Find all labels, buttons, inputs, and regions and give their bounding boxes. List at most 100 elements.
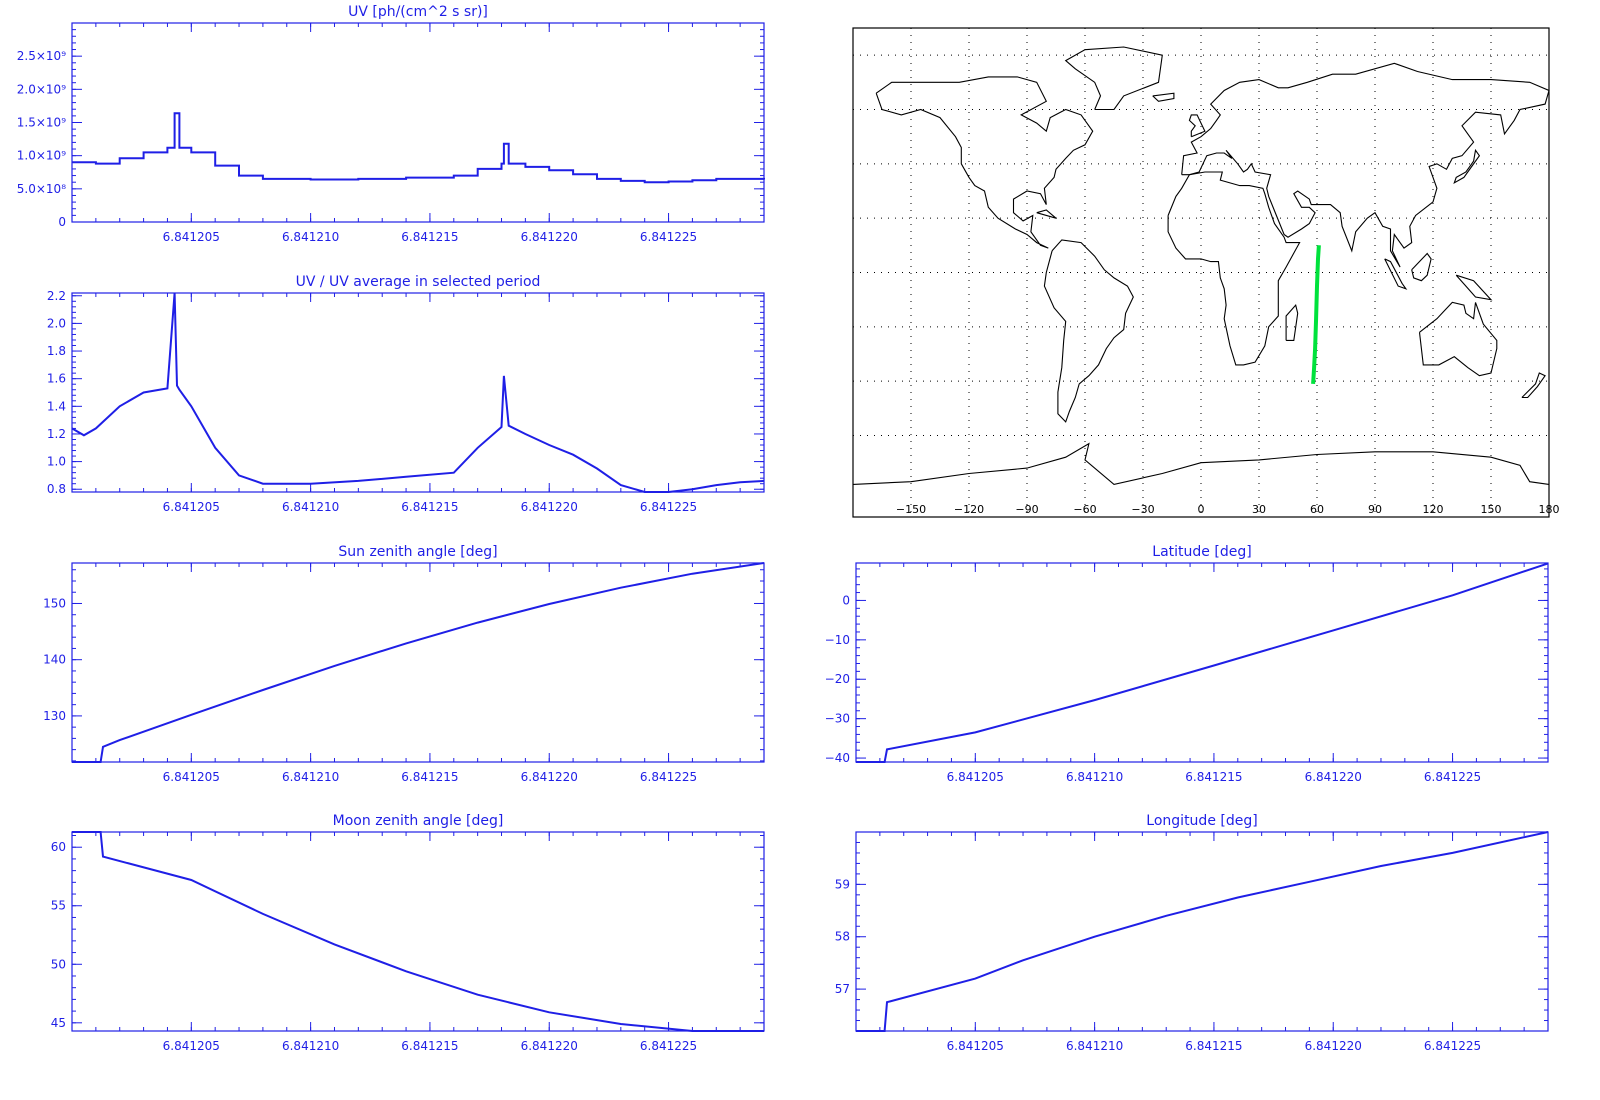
x-tick-label: 6.841220 [521, 770, 578, 784]
x-tick-label: 6.841220 [521, 500, 578, 514]
y-tick-label: 150 [43, 596, 66, 610]
y-tick-label: 0 [58, 215, 66, 229]
coastline [1188, 114, 1206, 138]
series-line [72, 112, 765, 184]
x-tick-label: 6.841220 [521, 1039, 578, 1053]
y-tick-label: −10 [825, 633, 850, 647]
x-tick-label: 6.841225 [640, 770, 697, 784]
y-tick-label: 1.6 [47, 372, 66, 386]
coastline [875, 76, 1094, 249]
plot-frame [71, 292, 765, 493]
map-longitude-label: 90 [1368, 503, 1382, 516]
x-tick-label: 6.841210 [282, 500, 339, 514]
x-tick-label: 6.841220 [1305, 770, 1362, 784]
chart-title: Moon zenith angle [deg] [333, 813, 504, 829]
y-tick-label: 1.0×10⁹ [17, 149, 66, 163]
x-tick-label: 6.841220 [521, 230, 578, 244]
map-longitude-label: 30 [1252, 503, 1266, 516]
y-tick-label: 2.2 [47, 289, 66, 303]
x-tick-label: 6.841210 [1066, 770, 1123, 784]
plot-frame [855, 562, 1549, 763]
plot-frame [71, 562, 765, 763]
y-tick-label: 1.0 [47, 455, 66, 469]
x-tick-label: 6.841210 [282, 1039, 339, 1053]
coastline [1152, 92, 1175, 102]
coastline [1521, 372, 1546, 399]
series-line [856, 562, 1549, 763]
plot-frame [71, 831, 765, 1032]
coastline [1036, 209, 1057, 219]
x-tick-label: 6.841225 [1424, 770, 1481, 784]
y-tick-label: 60 [51, 840, 66, 854]
y-tick-label: 2.0 [47, 316, 66, 330]
y-tick-label: 59 [835, 877, 850, 891]
y-tick-label: 140 [43, 653, 66, 667]
y-tick-label: −30 [825, 712, 850, 726]
x-tick-label: 6.841205 [163, 230, 220, 244]
y-tick-label: −20 [825, 672, 850, 686]
chart-title: UV / UV average in selected period [296, 274, 541, 290]
y-tick-label: 45 [51, 1016, 66, 1030]
map-longitude-label: −90 [1015, 503, 1038, 516]
x-tick-label: 6.841215 [401, 1039, 458, 1053]
coastline [1181, 62, 1550, 268]
map-longitude-label: 0 [1198, 503, 1205, 516]
y-tick-label: 57 [835, 982, 850, 996]
series-line [72, 562, 765, 763]
chart-title: Latitude [deg] [1152, 544, 1251, 560]
y-tick-label: 0.8 [47, 482, 66, 496]
x-tick-label: 6.841215 [401, 500, 458, 514]
x-tick-label: 6.841210 [282, 770, 339, 784]
y-tick-label: 50 [51, 957, 66, 971]
x-tick-label: 6.841205 [947, 770, 1004, 784]
coastline [1418, 301, 1498, 377]
map-longitude-label: −150 [896, 503, 926, 516]
y-tick-label: 1.2 [47, 427, 66, 441]
chart-panel-1: UV [ph/(cm^2 s sr)] 6.841205 6.841210 6.841… [17, 4, 765, 244]
y-tick-label: 2.5×10⁹ [17, 49, 66, 63]
x-tick-label: 6.841225 [1424, 1039, 1481, 1053]
x-tick-label: 6.841210 [282, 230, 339, 244]
chart-panel-2: UV / UV average in selected period 6.8412… [47, 274, 765, 514]
series-line [71, 292, 765, 493]
y-tick-label: −40 [825, 751, 850, 765]
chart-panel-5: Moon zenith angle [deg] 6.841205 6.841210 6… [51, 813, 765, 1053]
x-tick-label: 6.841205 [163, 770, 220, 784]
map-longitude-label: −120 [954, 503, 984, 516]
map-longitude-label: 150 [1481, 503, 1502, 516]
coastline [852, 442, 1550, 485]
y-tick-label: 1.5×10⁹ [17, 116, 66, 130]
x-tick-label: 6.841215 [1185, 770, 1242, 784]
map-frame [852, 27, 1550, 518]
x-tick-label: 6.841205 [947, 1039, 1004, 1053]
coastline [1384, 258, 1408, 290]
coastline [1453, 148, 1481, 184]
x-tick-label: 6.841225 [640, 1039, 697, 1053]
x-tick-label: 6.841205 [163, 500, 220, 514]
chart-title: Sun zenith angle [deg] [338, 544, 497, 560]
chart-title: Longitude [deg] [1146, 813, 1257, 829]
x-tick-label: 6.841210 [1066, 1039, 1123, 1053]
chart-title: UV [ph/(cm^2 s sr)] [348, 4, 488, 20]
plot-frame [855, 831, 1549, 1032]
y-tick-label: 130 [43, 709, 66, 723]
coastlines [852, 46, 1550, 485]
y-tick-label: 55 [51, 899, 66, 913]
x-tick-label: 6.841225 [640, 230, 697, 244]
map-longitude-label: 120 [1423, 503, 1444, 516]
chart-panel-3: Sun zenith angle [deg] 6.841205 6.841210 6.… [43, 544, 765, 784]
coastline [1043, 239, 1134, 423]
coastline [1285, 303, 1299, 341]
y-tick-label: 2.0×10⁹ [17, 82, 66, 96]
map-longitude-label: −30 [1131, 503, 1154, 516]
world-map: −150 −120 −90 −60 −30 0 30 60 90 120 150 180 [852, 27, 1560, 518]
x-tick-label: 6.841215 [401, 770, 458, 784]
chart-panel-6: Longitude [deg] 6.841205 6.841210 6.841215 6… [835, 813, 1549, 1053]
coastline [1167, 171, 1301, 366]
map-longitude-label: 180 [1539, 503, 1560, 516]
x-tick-label: 6.841225 [640, 500, 697, 514]
chart-panel-4: Latitude [deg] 6.841205 6.841210 6.841215 6.… [825, 544, 1549, 784]
coastline [1455, 274, 1493, 301]
series-line [72, 831, 764, 1032]
